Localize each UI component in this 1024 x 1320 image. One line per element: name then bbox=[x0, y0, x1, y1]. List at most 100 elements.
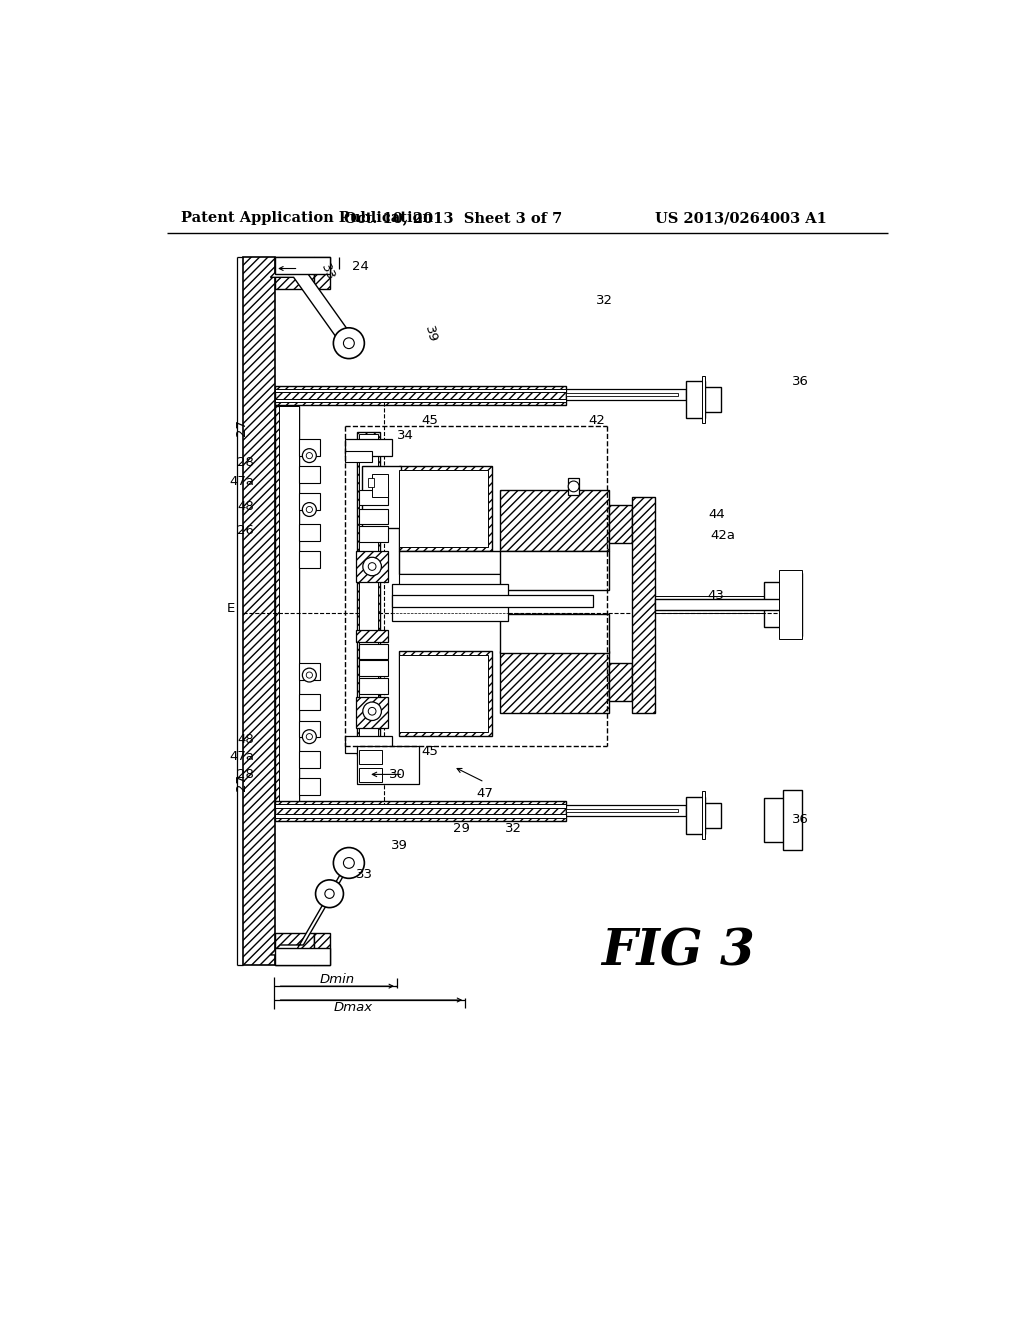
Bar bbox=[566, 809, 678, 812]
Text: 27: 27 bbox=[236, 774, 248, 791]
Bar bbox=[356, 746, 419, 784]
Circle shape bbox=[302, 503, 316, 516]
Text: 45: 45 bbox=[422, 413, 438, 426]
Bar bbox=[399, 651, 493, 737]
Text: 33: 33 bbox=[318, 261, 338, 282]
Bar bbox=[399, 470, 488, 548]
Bar bbox=[275, 948, 330, 965]
Bar bbox=[299, 721, 321, 738]
Bar bbox=[299, 693, 321, 710]
Bar bbox=[359, 490, 388, 504]
Bar bbox=[764, 582, 801, 627]
Text: 33: 33 bbox=[356, 869, 373, 880]
Bar bbox=[391, 585, 508, 622]
Bar bbox=[500, 614, 608, 653]
Bar bbox=[280, 407, 299, 805]
Bar bbox=[275, 388, 566, 392]
Text: 48: 48 bbox=[238, 733, 254, 746]
Bar bbox=[345, 737, 391, 752]
Bar bbox=[566, 805, 686, 816]
Bar bbox=[783, 789, 802, 850]
Circle shape bbox=[302, 730, 316, 743]
Bar bbox=[275, 257, 314, 289]
Bar bbox=[399, 574, 508, 590]
Circle shape bbox=[334, 327, 365, 359]
Polygon shape bbox=[270, 268, 353, 348]
Circle shape bbox=[369, 562, 376, 570]
Bar bbox=[275, 933, 314, 965]
Circle shape bbox=[325, 890, 334, 899]
Bar bbox=[359, 660, 388, 676]
Bar bbox=[299, 552, 321, 568]
Bar bbox=[701, 376, 706, 424]
Text: 39: 39 bbox=[422, 325, 438, 343]
Bar bbox=[686, 797, 706, 834]
Circle shape bbox=[302, 449, 316, 462]
Circle shape bbox=[306, 507, 312, 512]
Bar bbox=[359, 527, 388, 541]
Text: 47a: 47a bbox=[229, 475, 254, 488]
Text: 29: 29 bbox=[453, 822, 470, 834]
Text: Dmax: Dmax bbox=[333, 1001, 373, 1014]
Circle shape bbox=[362, 702, 381, 721]
Text: 32: 32 bbox=[506, 822, 522, 834]
Text: 47: 47 bbox=[476, 787, 493, 800]
Text: 44: 44 bbox=[709, 508, 725, 520]
Text: Dmin: Dmin bbox=[319, 973, 354, 986]
Bar bbox=[632, 498, 655, 713]
Bar bbox=[500, 552, 608, 590]
Circle shape bbox=[306, 734, 312, 739]
Text: 30: 30 bbox=[389, 768, 407, 781]
Bar bbox=[566, 393, 678, 396]
Bar bbox=[275, 801, 566, 821]
Polygon shape bbox=[270, 858, 353, 954]
Bar bbox=[275, 814, 566, 817]
Bar bbox=[299, 524, 321, 541]
Text: E: E bbox=[226, 602, 234, 615]
Bar bbox=[500, 490, 608, 552]
Text: 47a: 47a bbox=[229, 750, 254, 763]
Bar bbox=[399, 655, 488, 733]
Bar bbox=[359, 434, 378, 752]
Text: 28: 28 bbox=[238, 768, 254, 781]
Bar bbox=[764, 797, 801, 842]
Bar bbox=[299, 440, 321, 457]
Bar bbox=[275, 385, 566, 405]
Text: 24: 24 bbox=[352, 260, 369, 273]
Bar bbox=[701, 792, 706, 840]
Text: 27: 27 bbox=[236, 420, 248, 437]
Bar bbox=[356, 630, 388, 642]
Bar bbox=[275, 804, 566, 808]
Bar bbox=[299, 751, 321, 768]
Text: 43: 43 bbox=[707, 589, 724, 602]
Text: 32: 32 bbox=[596, 294, 613, 308]
Text: 26: 26 bbox=[238, 524, 254, 537]
Bar bbox=[500, 651, 608, 713]
Bar bbox=[359, 678, 388, 693]
Bar bbox=[314, 257, 330, 289]
Bar bbox=[706, 803, 721, 828]
Bar bbox=[345, 440, 391, 457]
Circle shape bbox=[315, 880, 343, 908]
Bar bbox=[345, 451, 372, 462]
Circle shape bbox=[369, 708, 376, 715]
Text: FIG 3: FIG 3 bbox=[601, 927, 755, 975]
Bar bbox=[783, 573, 802, 636]
Text: 36: 36 bbox=[793, 375, 809, 388]
Bar bbox=[608, 506, 632, 544]
Bar bbox=[359, 508, 388, 524]
Bar bbox=[686, 381, 706, 418]
Bar bbox=[275, 407, 299, 805]
Bar bbox=[372, 474, 388, 498]
Bar bbox=[314, 933, 330, 965]
Bar bbox=[391, 595, 593, 607]
Text: 28: 28 bbox=[238, 455, 254, 469]
Bar bbox=[399, 466, 493, 552]
Bar bbox=[299, 466, 321, 483]
Bar bbox=[299, 494, 321, 511]
Bar bbox=[359, 644, 388, 659]
Bar bbox=[655, 599, 795, 610]
Circle shape bbox=[362, 557, 381, 576]
Text: Patent Application Publication: Patent Application Publication bbox=[180, 211, 433, 226]
Bar bbox=[399, 552, 508, 574]
